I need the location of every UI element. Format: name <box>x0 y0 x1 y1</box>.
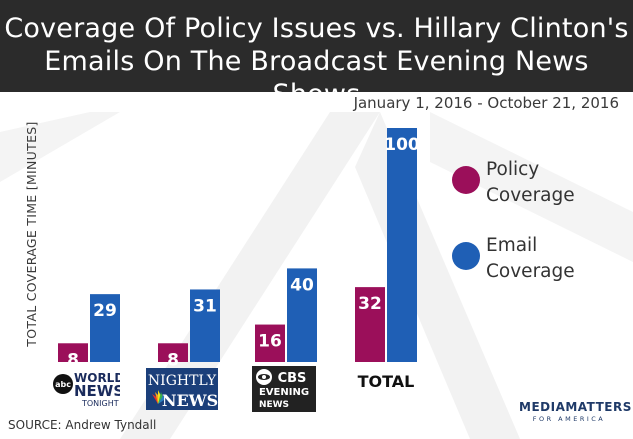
abc-world-news-logo: abc WORLD NEWS TONIGHT <box>53 371 120 408</box>
svg-text:abc: abc <box>55 380 71 389</box>
bar-email-3 <box>387 128 417 362</box>
bar-value-label-email-0: 29 <box>93 301 117 321</box>
media-matters-tagline: FOR AMERICA <box>532 415 606 423</box>
bar-value-label-policy-1: 8 <box>167 350 179 370</box>
chart-title-line1: Coverage Of Policy Issues vs. Hillary Cl… <box>4 13 629 44</box>
bar-value-label-policy-0: 8 <box>67 350 79 370</box>
bar-value-label-email-2: 40 <box>290 275 314 295</box>
legend-swatch-email <box>452 242 480 270</box>
bar-policy-0 <box>58 343 88 362</box>
svg-text:NEWS: NEWS <box>162 391 218 410</box>
bar-email-2 <box>287 268 317 362</box>
bar-policy-3 <box>355 287 385 362</box>
svg-text:EVENING: EVENING <box>259 387 309 398</box>
bar-email-0 <box>90 294 120 362</box>
bar-value-label-policy-3: 32 <box>358 294 382 314</box>
bar-value-label-email-3: 100 <box>384 135 420 155</box>
legend-label-email-line1: Email <box>486 235 538 256</box>
legend-swatch-policy <box>452 166 480 194</box>
bar-value-label-email-1: 31 <box>193 296 217 316</box>
chart-header: Coverage Of Policy Issues vs. Hillary Cl… <box>0 0 633 110</box>
svg-text:WORLD: WORLD <box>74 371 120 385</box>
category-label-total: TOTAL <box>357 372 415 391</box>
cbs-evening-news-logo: CBS EVENING NEWS <box>252 366 316 412</box>
media-matters-wordmark: MEDIAMATTERS <box>519 400 632 414</box>
svg-text:NEWS: NEWS <box>259 400 289 410</box>
legend-label-policy-line1: Policy <box>486 159 540 180</box>
media-matters-logo: MEDIAMATTERS FOR AMERICA <box>519 392 632 428</box>
svg-text:TONIGHT: TONIGHT <box>81 399 119 408</box>
legend-label-email-line2: Coverage <box>486 261 575 282</box>
nbc-nightly-news-logo: NIGHTLY NEWS <box>146 368 218 410</box>
svg-text:NIGHTLY: NIGHTLY <box>148 373 217 389</box>
source-credit: SOURCE: Andrew Tyndall <box>8 418 157 432</box>
chart-title-line2: Emails On The Broadcast Evening News Sho… <box>44 46 589 110</box>
bar-policy-2 <box>255 324 285 362</box>
date-range-label: January 1, 2016 - October 21, 2016 <box>353 94 619 112</box>
svg-text:NEWS: NEWS <box>74 382 120 400</box>
bar-value-label-policy-2: 16 <box>258 332 282 352</box>
legend-label-policy-line2: Coverage <box>486 185 575 206</box>
bar-email-1 <box>190 289 220 362</box>
svg-text:CBS: CBS <box>278 371 307 386</box>
bar-policy-1 <box>158 343 188 362</box>
